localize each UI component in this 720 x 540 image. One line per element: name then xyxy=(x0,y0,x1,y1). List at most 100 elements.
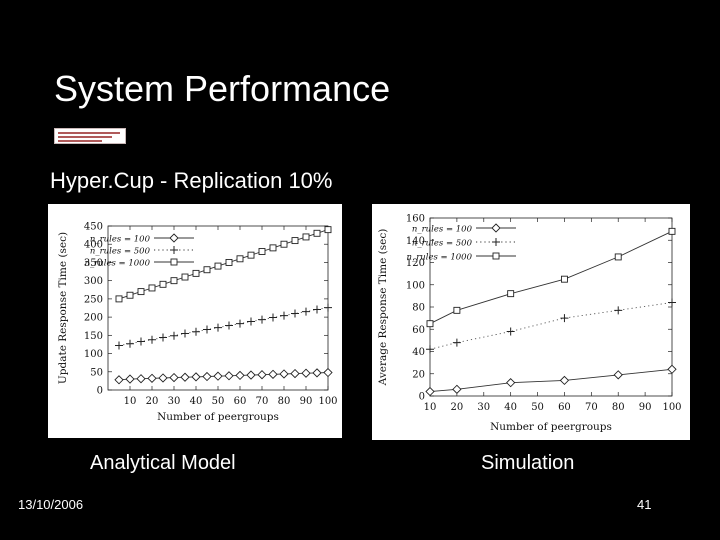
data-point xyxy=(614,253,622,261)
data-point xyxy=(236,255,244,263)
data-point xyxy=(224,371,234,381)
y-tick-label: 50 xyxy=(90,367,103,378)
data-point xyxy=(560,314,569,323)
data-point xyxy=(137,337,145,346)
x-tick-label: 30 xyxy=(168,396,181,407)
data-point xyxy=(507,290,515,298)
data-point xyxy=(668,227,676,235)
data-point xyxy=(147,373,157,383)
y-tick-label: 40 xyxy=(412,347,425,358)
series-1 xyxy=(425,364,677,397)
x-tick-label: 40 xyxy=(504,402,517,413)
data-point xyxy=(115,341,123,350)
series-3 xyxy=(426,227,676,328)
data-point xyxy=(313,229,321,237)
x-tick-label: 40 xyxy=(190,396,203,407)
data-point xyxy=(280,240,288,248)
y-tick-label: 400 xyxy=(84,240,103,251)
data-point xyxy=(169,372,179,383)
data-point xyxy=(560,275,568,283)
data-point xyxy=(426,320,434,328)
analytical-model-chart: 0 50 100 150 200 250 300 350 400 450 10 20 30 40 50 60 7… xyxy=(57,222,338,424)
x-tick-label: 10 xyxy=(424,402,437,413)
legend-marker xyxy=(492,238,500,246)
y-axis-label: Update Response Time (sec) xyxy=(57,232,69,384)
data-point xyxy=(614,306,623,315)
y-axis-label: Average Response Time (sec) xyxy=(377,229,389,387)
legend-marker xyxy=(492,252,500,260)
legend-marker xyxy=(170,258,178,266)
series-line xyxy=(429,302,673,350)
data-point xyxy=(247,317,255,326)
slide-title: System Performance xyxy=(54,68,391,109)
x-tick-label: 20 xyxy=(451,402,464,413)
data-point xyxy=(235,370,245,381)
y-tick-label: 120 xyxy=(406,258,425,269)
y-tick-label: 350 xyxy=(84,258,103,269)
data-point xyxy=(280,311,288,320)
data-point xyxy=(323,367,333,378)
y-tick-label: 100 xyxy=(84,349,103,360)
data-point xyxy=(291,309,299,318)
data-point xyxy=(158,373,168,383)
legend-label: n_rules = 500 xyxy=(412,239,473,249)
data-point xyxy=(291,237,299,245)
data-point xyxy=(667,364,677,374)
data-point xyxy=(269,244,277,252)
y-tick-label: 20 xyxy=(412,369,425,380)
series-line xyxy=(429,230,673,325)
data-point xyxy=(159,280,167,288)
data-point xyxy=(170,331,178,340)
x-tick-label: 70 xyxy=(585,402,598,413)
x-tick-label: 60 xyxy=(234,396,247,407)
data-point xyxy=(452,384,462,394)
data-point xyxy=(301,368,311,378)
x-axis-label: Number of peergroups xyxy=(490,421,612,433)
y-tick-label: 300 xyxy=(84,276,103,287)
y-tick-label: 250 xyxy=(84,294,103,305)
series-1 xyxy=(114,367,333,385)
data-point xyxy=(258,315,266,324)
data-point xyxy=(236,319,244,328)
y-tick-label: 150 xyxy=(84,331,103,342)
data-point xyxy=(114,375,124,385)
y-tick-label: 0 xyxy=(419,392,425,403)
data-point xyxy=(425,386,435,397)
data-point xyxy=(125,374,135,384)
logo xyxy=(54,128,126,144)
data-point xyxy=(213,371,223,381)
data-point xyxy=(203,266,211,274)
data-point xyxy=(136,374,146,384)
caption-analytical-model: Analytical Model xyxy=(90,452,236,474)
x-tick-label: 80 xyxy=(612,402,625,413)
data-point xyxy=(126,291,134,299)
data-point xyxy=(225,258,233,266)
x-tick-label: 70 xyxy=(256,396,269,407)
legend-label: n_rules = 1000 xyxy=(84,259,150,269)
legend-marker xyxy=(491,223,501,233)
y-tick-label: 60 xyxy=(412,325,425,336)
data-point xyxy=(559,375,570,386)
data-point xyxy=(258,248,266,255)
data-point xyxy=(453,306,461,314)
data-point xyxy=(214,323,222,332)
legend-marker xyxy=(169,233,179,243)
data-point xyxy=(506,378,516,388)
x-tick-label: 90 xyxy=(639,402,652,413)
series-3 xyxy=(115,226,332,303)
x-tick-label: 50 xyxy=(212,396,225,407)
series-2 xyxy=(426,298,676,354)
data-point xyxy=(225,321,233,330)
slide-subtitle: Hyper.Cup - Replication 10% xyxy=(50,168,333,193)
data-point xyxy=(269,313,277,322)
data-point xyxy=(302,233,310,241)
page-number: 41 xyxy=(637,497,652,512)
data-point xyxy=(148,284,156,292)
data-point xyxy=(159,333,167,342)
data-point xyxy=(324,226,332,234)
legend-label: n_rules = 100 xyxy=(412,225,473,235)
data-point xyxy=(192,327,200,336)
data-point xyxy=(191,372,201,382)
x-tick-label: 30 xyxy=(477,402,490,413)
data-point xyxy=(506,327,515,336)
